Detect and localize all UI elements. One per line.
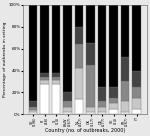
Bar [29,110,38,112]
Bar [132,98,141,109]
Bar [86,5,95,43]
Bar [109,87,118,98]
Bar [63,92,72,101]
Bar [29,101,38,107]
Bar [63,107,72,112]
Bar [86,65,95,107]
Bar [98,5,106,87]
Bar [132,87,141,98]
Bar [75,68,83,99]
Bar [109,5,118,87]
Bar [98,112,106,114]
Bar [86,43,95,65]
Bar [98,87,106,101]
Bar [63,112,72,114]
Bar [40,84,49,114]
Bar [63,5,72,92]
Bar [132,71,141,87]
Bar [40,73,49,77]
Bar [29,112,38,114]
Bar [52,77,60,80]
Bar [132,109,141,114]
X-axis label: Country (no. of outbreaks, 2000): Country (no. of outbreaks, 2000) [45,128,125,132]
Bar [52,84,60,114]
Bar [86,107,95,112]
Bar [40,80,49,84]
Bar [121,57,129,81]
Bar [52,5,60,73]
Bar [109,103,118,109]
Bar [75,5,83,27]
Bar [52,73,60,77]
Bar [40,77,49,80]
Bar [121,112,129,114]
Y-axis label: Percentage of outbreaks in setting: Percentage of outbreaks in setting [3,22,8,97]
Bar [109,109,118,114]
Bar [40,5,49,73]
Bar [121,101,129,112]
Bar [75,99,83,114]
Bar [75,27,83,44]
Bar [75,44,83,68]
Bar [98,107,106,112]
Bar [109,98,118,103]
Bar [63,101,72,107]
Bar [29,5,38,101]
Bar [121,81,129,101]
Bar [98,101,106,107]
Bar [29,107,38,110]
Bar [132,5,141,71]
Bar [52,80,60,84]
Bar [86,112,95,114]
Bar [121,5,129,57]
